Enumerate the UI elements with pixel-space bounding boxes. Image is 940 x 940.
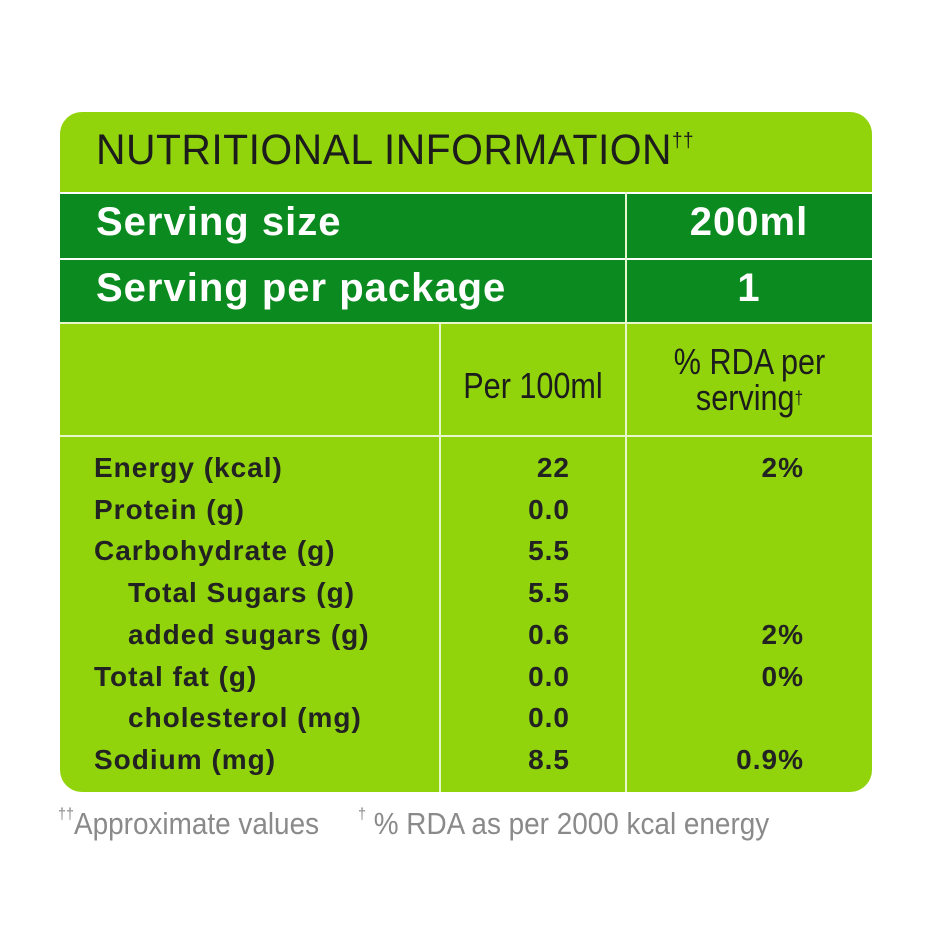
panel-title: NUTRITIONAL INFORMATION†† bbox=[96, 126, 694, 175]
col-header-rda: % RDA per serving† bbox=[645, 344, 853, 416]
nutrient-row: cholesterol (mg) 0.0 bbox=[60, 696, 872, 738]
nutrient-per100: 0.0 bbox=[528, 660, 570, 692]
nutrient-per100: 0.0 bbox=[528, 493, 570, 525]
serving-per-package-label: Serving per package bbox=[96, 266, 507, 310]
nutrient-per100: 8.5 bbox=[528, 743, 570, 775]
nutrient-rda: 2% bbox=[761, 618, 804, 650]
footnote: ††Approximate values † % RDA as per 2000… bbox=[58, 806, 769, 842]
title-mark: †† bbox=[672, 130, 695, 152]
nutrient-per100: 22 bbox=[536, 452, 570, 483]
serving-per-package-row: Serving per package 1 bbox=[60, 258, 872, 322]
nutrient-row: Total fat (g) 0.0 0% bbox=[60, 655, 872, 697]
nutrient-row: Sodium (mg) 8.5 0.9% bbox=[60, 738, 872, 780]
serving-per-package-value: 1 bbox=[737, 266, 761, 310]
serving-size-label: Serving size bbox=[96, 200, 342, 244]
divider bbox=[60, 322, 872, 324]
divider bbox=[625, 192, 627, 792]
nutrient-name: cholesterol (mg) bbox=[128, 702, 362, 734]
nutrient-per100: 5.5 bbox=[528, 577, 570, 609]
divider bbox=[60, 435, 872, 437]
footnote-text2: % RDA as per 2000 kcal energy bbox=[373, 806, 770, 841]
serving-size-row: Serving size 200ml bbox=[60, 192, 872, 258]
nutrient-name: Protein (g) bbox=[94, 493, 245, 525]
divider bbox=[439, 322, 441, 792]
rda-mark: † bbox=[794, 388, 804, 408]
serving-size-value: 200ml bbox=[689, 200, 809, 244]
nutrient-row: Carbohydrate (g) 5.5 bbox=[60, 529, 872, 571]
footnote-text1: Approximate values bbox=[74, 806, 320, 841]
nutrient-name: Total Sugars (g) bbox=[128, 577, 356, 609]
nutrient-per100: 0.0 bbox=[528, 702, 570, 734]
nutrient-row: Protein (g) 0.0 bbox=[60, 488, 872, 530]
nutrient-per100: 5.5 bbox=[528, 535, 570, 567]
footnote-mark1: †† bbox=[58, 806, 75, 823]
nutrient-rda: 0% bbox=[761, 660, 804, 692]
nutrient-row: Energy (kcal) 22 2% bbox=[60, 446, 872, 488]
rda-line1: % RDA per bbox=[673, 341, 826, 382]
nutrient-name: Carbohydrate (g) bbox=[94, 535, 336, 567]
title-text: NUTRITIONAL INFORMATION bbox=[96, 126, 673, 174]
col-header-per100: Per 100ml bbox=[463, 365, 603, 406]
nutrition-panel: NUTRITIONAL INFORMATION†† Serving size 2… bbox=[60, 112, 872, 792]
nutrient-rda: 2% bbox=[761, 452, 804, 483]
nutrient-rda: 0.9% bbox=[736, 743, 804, 775]
nutrient-name: Sodium (mg) bbox=[94, 743, 277, 775]
nutrient-row: Total Sugars (g) 5.5 bbox=[60, 571, 872, 613]
nutrient-name: Total fat (g) bbox=[94, 660, 258, 692]
footnote-mark2: † bbox=[357, 806, 366, 823]
rda-line2: serving† bbox=[645, 380, 853, 416]
rda-line2-text: serving bbox=[695, 377, 795, 418]
nutrient-row: added sugars (g) 0.6 2% bbox=[60, 613, 872, 655]
nutrient-per100: 0.6 bbox=[528, 618, 570, 650]
nutrient-name: Energy (kcal) bbox=[94, 452, 283, 483]
nutrient-name: added sugars (g) bbox=[128, 618, 370, 650]
